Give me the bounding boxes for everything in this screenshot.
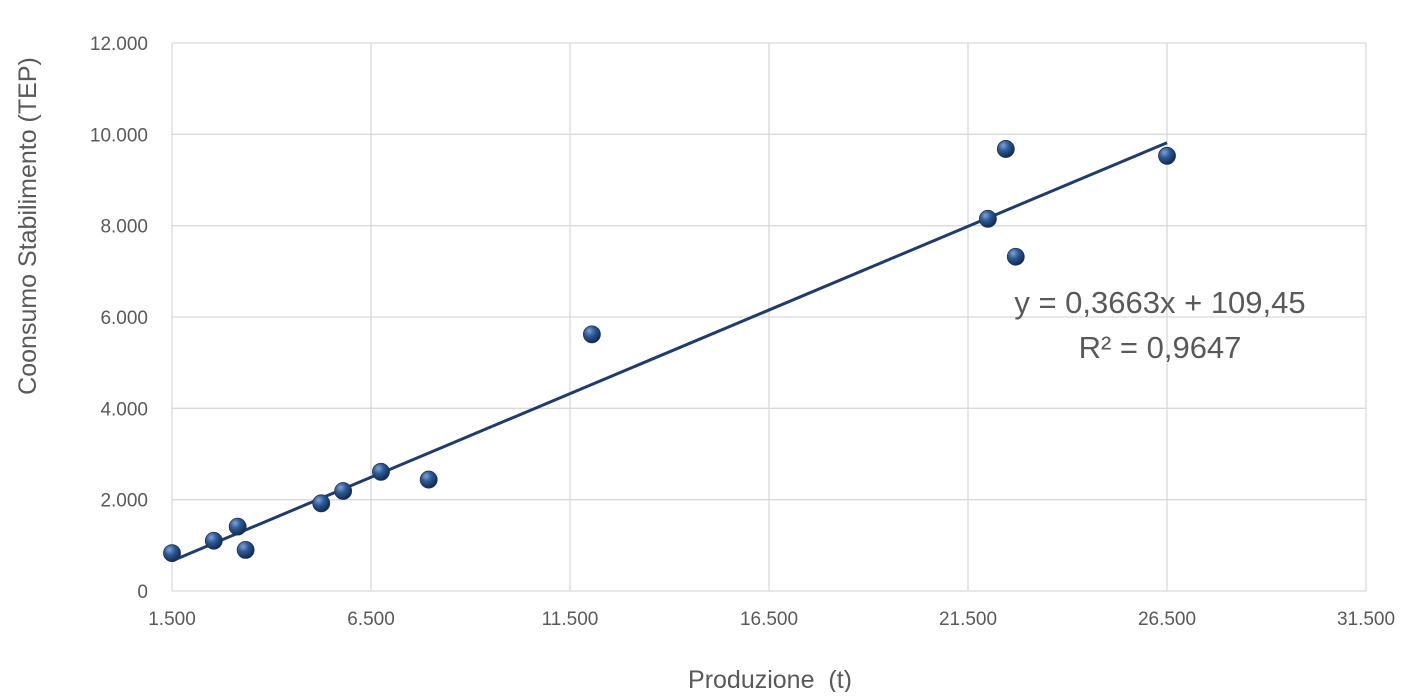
tick-labels: 0 2.000 4.000 6.000 8.000 10.000 12.000 1.500 6.… (90, 34, 1395, 630)
x-tick-label: 26.500 (1138, 609, 1196, 630)
data-point (204, 531, 223, 550)
y-tick-label: 4.000 (100, 399, 148, 420)
x-tick-label: 6.500 (347, 609, 395, 630)
x-tick-label: 31.500 (1337, 609, 1395, 630)
data-point (236, 541, 255, 559)
y-tick-label: 2.000 (100, 491, 148, 512)
x-tick-label: 21.500 (939, 609, 997, 630)
y-tick-label: 6.000 (100, 308, 148, 329)
x-tick-label: 11.500 (542, 609, 599, 630)
data-point (582, 325, 601, 344)
y-axis-title: Coonsumo Stabilimento (TEP) (14, 57, 42, 395)
data-point (996, 140, 1015, 158)
x-tick-label: 1.500 (148, 609, 196, 630)
data-point (419, 470, 438, 489)
data-point (1006, 247, 1025, 266)
data-point (979, 209, 997, 228)
data-point (163, 544, 181, 562)
data-point (312, 494, 331, 513)
trendline-equation: y = 0,3663x + 109,45 (1014, 285, 1305, 320)
data-point (228, 517, 247, 536)
grid-lines (171, 42, 1367, 592)
y-tick-label: 10.000 (90, 125, 148, 146)
data-point (372, 462, 390, 481)
x-axis-title: Produzione (t) (688, 666, 852, 692)
data-points (163, 140, 1176, 562)
data-point (1158, 146, 1176, 165)
y-tick-label: 0 (137, 582, 148, 603)
y-tick-label: 12.000 (90, 34, 148, 55)
data-point (334, 482, 353, 500)
x-tick-label: 16.500 (740, 609, 798, 630)
trendline-r-squared: R² = 0,9647 (1079, 330, 1242, 365)
y-tick-label: 8.000 (100, 217, 148, 238)
